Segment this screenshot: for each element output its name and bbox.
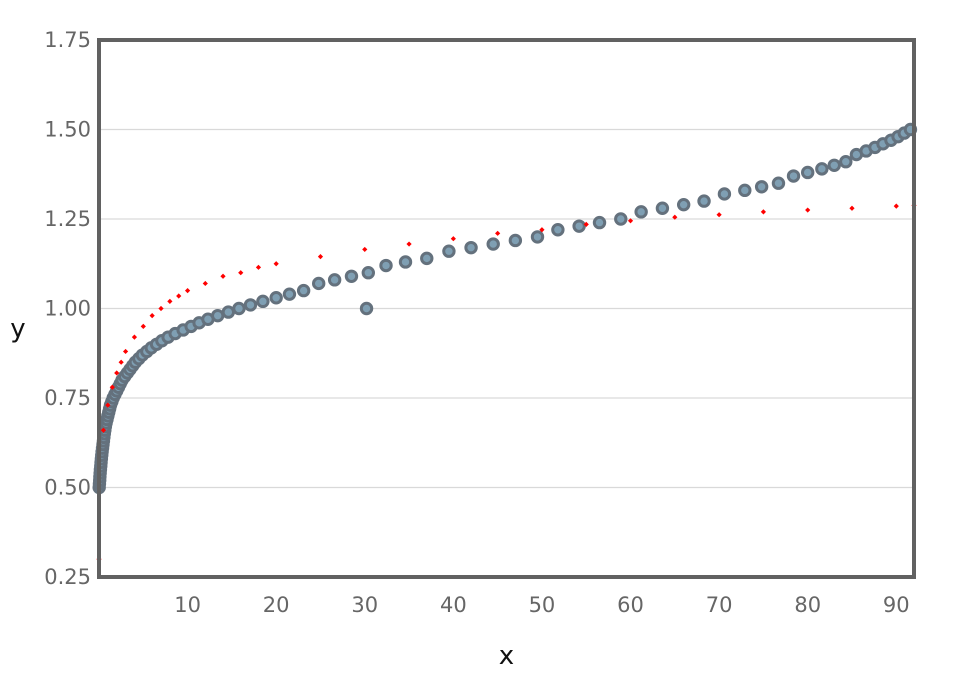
data-point (420, 251, 434, 266)
data-point (771, 176, 786, 190)
data-point (114, 370, 120, 376)
x-tick-label: 20 (263, 593, 290, 617)
data-point (105, 402, 111, 408)
data-point (738, 183, 752, 198)
data-point (634, 205, 648, 219)
data-point (697, 194, 711, 208)
data-point (717, 187, 732, 201)
data-point (118, 359, 124, 365)
y-tick-label: 0.75 (44, 386, 91, 410)
data-point (362, 246, 368, 253)
data-point (109, 384, 115, 390)
data-point (614, 212, 628, 226)
data-point (317, 253, 324, 260)
data-point (327, 273, 342, 287)
y-tick-label: 1.75 (44, 28, 91, 52)
x-tick-label: 40 (440, 593, 467, 617)
data-point (379, 258, 393, 273)
data-point (311, 276, 326, 291)
data-point (131, 334, 138, 340)
data-point (406, 241, 412, 247)
data-point (359, 301, 374, 316)
data-point (149, 313, 155, 319)
data-point (398, 255, 413, 269)
x-tick-label: 10 (174, 593, 201, 617)
data-point (508, 233, 523, 248)
data-point (211, 308, 225, 323)
data-point (839, 155, 853, 169)
data-point (676, 197, 691, 212)
x-tick-label: 50 (529, 593, 556, 617)
data-point (572, 219, 586, 233)
data-point (442, 244, 456, 258)
data-point (184, 288, 191, 294)
data-point (202, 280, 208, 287)
data-point (592, 215, 607, 230)
data-point (100, 427, 107, 433)
data-point (893, 203, 899, 209)
data-point (464, 240, 478, 255)
data-point (486, 237, 500, 251)
x-tick-label: 90 (883, 593, 910, 617)
y-axis-title: y (10, 314, 25, 344)
data-point (122, 348, 129, 355)
data-point (450, 236, 456, 242)
y-tick-label: 1.50 (44, 118, 91, 142)
data-point (627, 218, 634, 224)
data-point (256, 294, 270, 309)
data-point (849, 205, 855, 211)
data-point (282, 287, 297, 301)
data-point (672, 214, 678, 220)
y-tick-label: 0.50 (44, 476, 91, 500)
data-point (221, 305, 236, 319)
data-point (140, 323, 146, 329)
data-point (754, 180, 769, 194)
data-point (167, 298, 173, 304)
data-point (296, 283, 311, 298)
data-point (495, 230, 501, 236)
data-point (255, 264, 262, 270)
data-point (243, 298, 258, 312)
data-point (361, 266, 376, 280)
data-point (273, 261, 279, 267)
data-point (760, 209, 767, 215)
data-point (583, 221, 589, 227)
data-point (539, 227, 545, 233)
data-point (827, 158, 841, 173)
data-point (158, 305, 164, 312)
plot-frame (97, 38, 916, 579)
data-point (176, 293, 182, 299)
data-point (232, 301, 246, 316)
data-point (786, 169, 801, 183)
x-tick-label: 60 (617, 593, 644, 617)
data-point (530, 230, 545, 244)
data-point (815, 162, 829, 176)
x-tick-label: 80 (794, 593, 821, 617)
x-tick-label: 70 (706, 593, 733, 617)
y-axis-ticks: 0.25 0.50 0.75 1.00 1.25 1.50 1.75 (44, 28, 91, 589)
x-axis-title: x (499, 641, 514, 671)
y-tick-label: 1.25 (44, 207, 91, 231)
data-point (800, 165, 815, 180)
data-point (805, 207, 811, 213)
data-point (220, 273, 226, 279)
data-point (344, 269, 359, 283)
x-axis-ticks: 10 20 30 40 50 60 70 80 90 (174, 593, 909, 617)
y-tick-label: 1.00 (44, 297, 91, 321)
data-point (716, 212, 722, 218)
data-point (551, 223, 565, 237)
data-point (655, 201, 670, 215)
x-tick-label: 30 (351, 593, 378, 617)
data-point (238, 270, 244, 276)
y-tick-label: 0.25 (44, 565, 91, 589)
data-point (269, 291, 283, 305)
